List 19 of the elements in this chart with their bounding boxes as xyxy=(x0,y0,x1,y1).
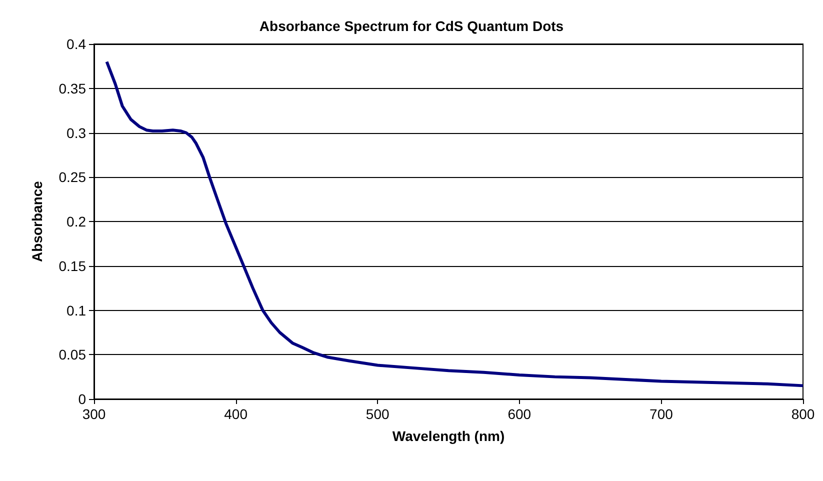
y-tick-label: 0.35 xyxy=(58,80,86,96)
line-series xyxy=(105,60,804,388)
y-tick-label: 0.25 xyxy=(58,169,86,186)
x-tick-label: 600 xyxy=(508,406,532,422)
x-tick-label: 300 xyxy=(82,406,106,422)
y-tick-label: 0.4 xyxy=(66,36,86,52)
x-tick-label: 400 xyxy=(224,406,248,422)
y-tick-label: 0.1 xyxy=(66,302,86,318)
y-tick-label: 0.05 xyxy=(58,346,86,363)
x-tick-label: 500 xyxy=(366,406,390,422)
x-axis-title: Wavelength (nm) xyxy=(392,428,505,444)
y-tick-label: 0 xyxy=(78,391,86,407)
y-tick-label: 0.2 xyxy=(66,214,86,230)
x-tick-label: 700 xyxy=(650,406,674,422)
x-tick-label: 800 xyxy=(791,406,815,422)
y-tick-label: 0.3 xyxy=(66,124,86,141)
chart-title: Absorbance Spectrum for CdS Quantum Dots xyxy=(259,18,564,34)
y-axis-title: Absorbance xyxy=(29,180,45,262)
y-tick-label: 0.15 xyxy=(58,258,86,274)
